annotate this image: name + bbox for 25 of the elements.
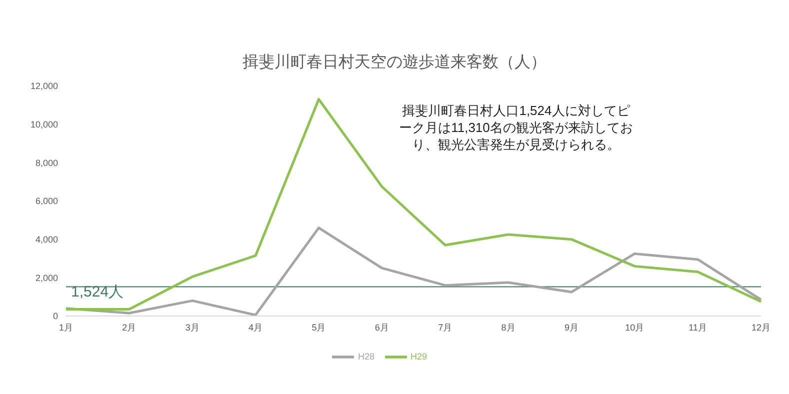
line-series [64, 226, 762, 316]
legend-label: H29 [410, 351, 428, 362]
y-tick-label: 8,000 [35, 158, 58, 168]
y-tick-label: 6,000 [35, 196, 58, 206]
y-tick-label: 0 [52, 311, 58, 322]
x-tick-label: 12月 [751, 322, 771, 332]
x-tick-label: 5月 [312, 322, 326, 332]
x-tick-label: 6月 [374, 322, 389, 332]
x-tick-label: 7月 [438, 322, 452, 332]
line-series [64, 98, 762, 311]
legend-label: H28 [358, 351, 374, 362]
y-tick-label: 4,000 [35, 234, 58, 245]
y-tick-label: 12,000 [30, 81, 58, 92]
x-tick-label: 8月 [501, 322, 516, 332]
x-tick-label: 4月 [248, 322, 263, 332]
x-tick-label: 1月 [58, 322, 74, 332]
x-tick-label: 10月 [625, 322, 644, 332]
annotation: 揖斐川町春日村人口1,524人に対してピーク月は11,310名の観光客が来訪しており、観光公害発生が見受けられる。 [398, 102, 634, 153]
x-tick-label: 2月 [122, 322, 136, 332]
x-tick-label: 11月 [688, 322, 707, 332]
y-tick-label: 10,000 [30, 120, 58, 130]
x-tick-label: 3月 [185, 322, 200, 332]
x-tick-label: 9月 [564, 322, 578, 332]
y-tick-label: 2,000 [35, 272, 58, 283]
chart-title: 揖斐川町春日村天空の遊歩道来客数（人） [242, 52, 548, 73]
